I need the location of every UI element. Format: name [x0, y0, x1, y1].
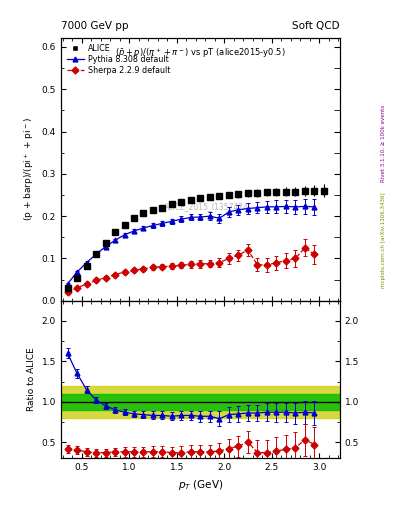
Text: Rivet 3.1.10, ≥ 100k events: Rivet 3.1.10, ≥ 100k events: [381, 105, 386, 182]
Legend: ALICE, Pythia 8.308 default, Sherpa 2.2.9 default: ALICE, Pythia 8.308 default, Sherpa 2.2.…: [65, 42, 172, 77]
Y-axis label: Ratio to ALICE: Ratio to ALICE: [27, 348, 36, 412]
Text: Soft QCD: Soft QCD: [292, 20, 340, 31]
Bar: [61, 386, 340, 418]
Text: mcplots.cern.ch [arXiv:1306.3436]: mcplots.cern.ch [arXiv:1306.3436]: [381, 193, 386, 288]
Text: $(\bar{p}+p)/(\pi^++\pi^-)$ vs pT (alice2015-y0.5): $(\bar{p}+p)/(\pi^++\pi^-)$ vs pT (alice…: [115, 46, 286, 60]
Text: 7000 GeV pp: 7000 GeV pp: [61, 20, 129, 31]
Y-axis label: (p + barp)/(pi$^+$ + pi$^-$): (p + barp)/(pi$^+$ + pi$^-$): [22, 118, 36, 222]
Text: ALICE_2015_I1357424: ALICE_2015_I1357424: [163, 202, 248, 211]
Bar: [61, 394, 340, 410]
X-axis label: $p_T$ (GeV): $p_T$ (GeV): [178, 478, 223, 492]
